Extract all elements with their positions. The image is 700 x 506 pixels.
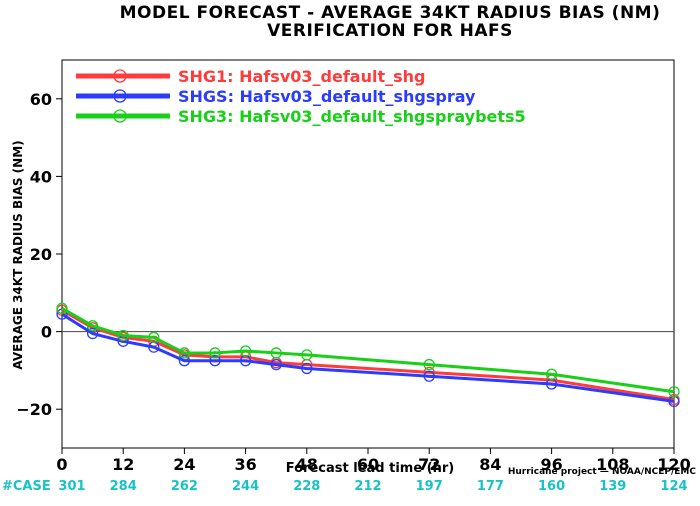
legend-marker — [113, 89, 127, 103]
case-count: 197 — [416, 479, 443, 494]
legend-marker — [113, 109, 127, 123]
x-tick-label: 72 — [418, 455, 440, 474]
case-count: 212 — [354, 479, 381, 494]
series-point — [423, 370, 435, 382]
x-tick-label: 0 — [56, 455, 67, 474]
series-line — [61, 307, 675, 394]
series-point — [270, 358, 282, 371]
series-point — [423, 358, 435, 371]
series-point — [86, 327, 99, 340]
chart-subtitle: VERIFICATION FOR HAFS — [267, 21, 513, 41]
series-point — [178, 347, 191, 359]
case-count: 228 — [293, 479, 320, 494]
series-point — [209, 355, 221, 367]
series-point — [86, 320, 99, 332]
series-point — [545, 368, 558, 380]
case-count: 177 — [477, 479, 504, 494]
y-tick-label: 60 — [30, 90, 52, 109]
y-tick-label: 40 — [30, 167, 52, 186]
series-point — [239, 345, 252, 357]
series-point — [209, 347, 221, 359]
case-count: 284 — [110, 479, 137, 494]
x-axis-label: Forecast lead time (hr) — [286, 461, 454, 476]
series-point — [301, 362, 313, 375]
series-point — [301, 349, 313, 361]
case-count: 124 — [660, 479, 687, 494]
x-tick-label: 108 — [596, 455, 629, 474]
x-tick-label: 60 — [357, 455, 379, 474]
legend-label: SHGS: Hafsv03_default_shgspray — [178, 87, 476, 106]
series-point — [178, 355, 191, 367]
x-tick-label: 12 — [112, 455, 134, 474]
case-label: #CASE — [2, 479, 51, 494]
x-tick-label: 96 — [540, 455, 562, 474]
chart-title: MODEL FORECAST - AVERAGE 34KT RADIUS BIA… — [120, 3, 661, 23]
series-point — [668, 386, 680, 398]
legend-label: SHG1: Hafsv03_default_shg — [178, 67, 425, 86]
case-count: 139 — [599, 479, 626, 494]
x-tick-label: 84 — [479, 455, 501, 474]
y-tick-label: 0 — [41, 323, 52, 342]
x-tick-label: 36 — [234, 455, 256, 474]
series-line — [61, 312, 675, 403]
case-count: 301 — [58, 479, 85, 494]
case-count: 160 — [538, 479, 565, 494]
case-count: 262 — [171, 479, 198, 494]
series-line — [61, 308, 675, 401]
y-tick-label: 20 — [30, 245, 52, 264]
y-axis-label: AVERAGE 34KT RADIUS BIAS (NM) — [11, 140, 25, 369]
x-tick-label: 120 — [657, 455, 690, 474]
series-point — [56, 302, 68, 314]
x-tick-label: 48 — [296, 455, 318, 474]
x-tick-label: 24 — [173, 455, 195, 474]
series-point — [117, 329, 129, 342]
credit-text: Hurricane project — NOAA/NCEP/EMC — [508, 467, 697, 477]
series-point — [270, 347, 282, 359]
y-tick-label: −20 — [16, 400, 52, 419]
legend-marker — [113, 69, 127, 83]
legend-label: SHG3: Hafsv03_default_shgspraybets5 — [178, 107, 526, 126]
series-point — [148, 331, 160, 344]
case-count: 244 — [232, 479, 259, 494]
plot-area: −20 0 20 40 60 0 301 12 284 24 262 36 244 48 228 60 212 7… — [2, 59, 691, 494]
